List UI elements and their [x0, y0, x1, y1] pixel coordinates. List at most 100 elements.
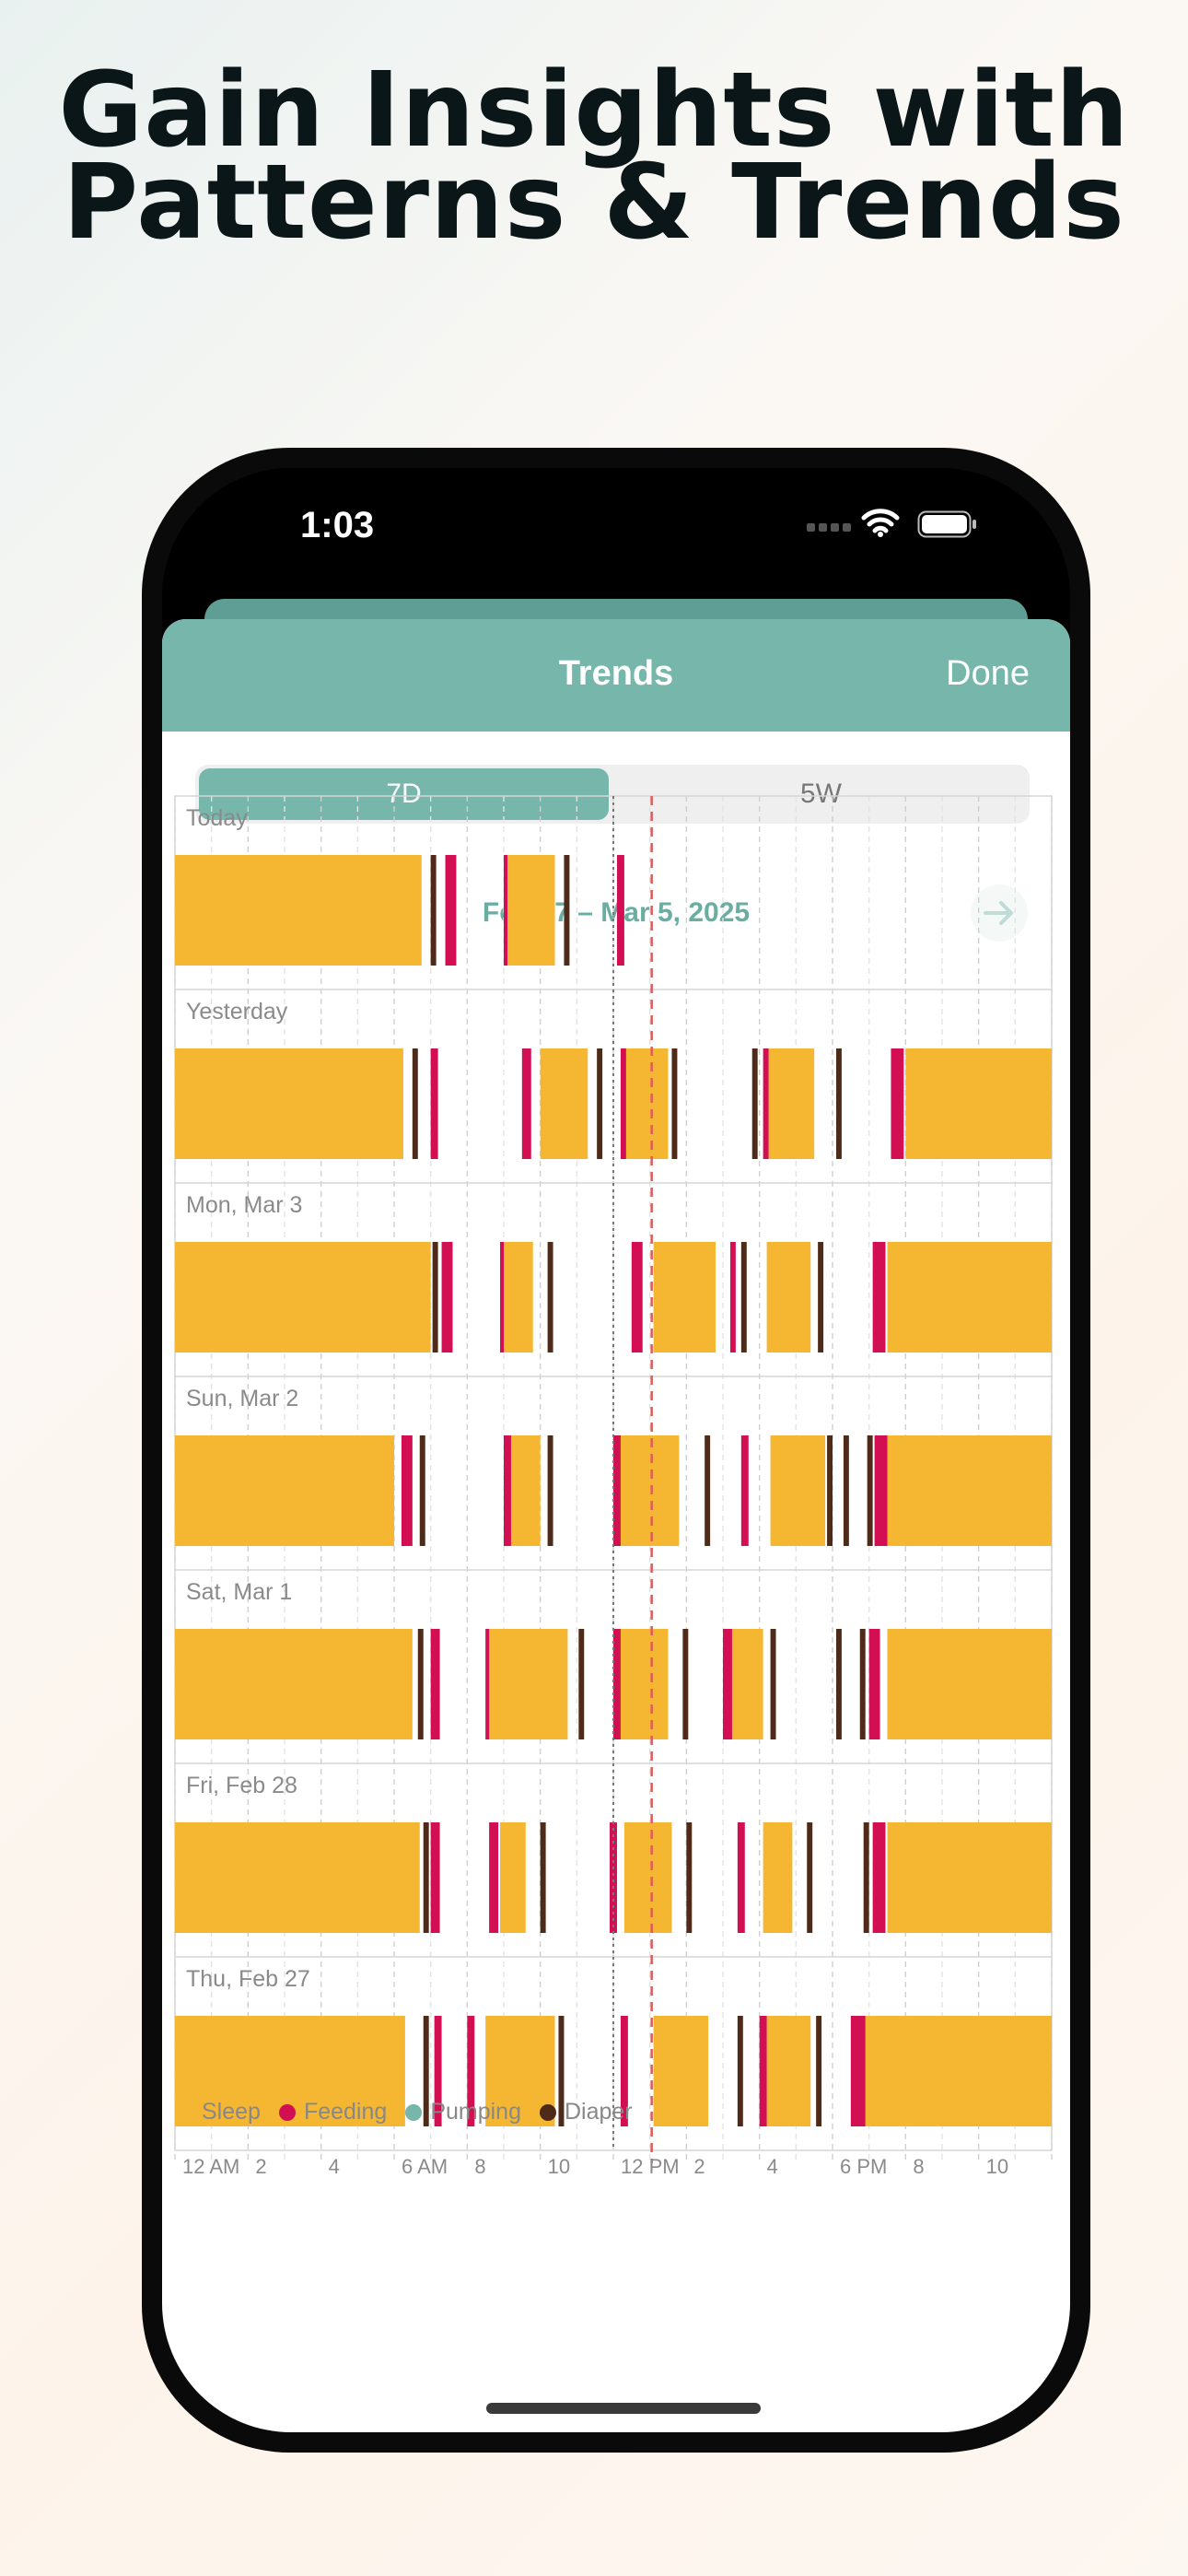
diaper-bar: [807, 1822, 813, 1933]
sleep-bar: [620, 1629, 669, 1739]
day-label: Fri, Feb 28: [186, 1773, 297, 1798]
x-tick-label: 12 PM: [621, 2155, 680, 2178]
feeding-bar: [874, 1435, 888, 1546]
x-tick-label: 10: [986, 2155, 1008, 2178]
sleep-bar: [504, 1242, 533, 1352]
day-label: Sat, Mar 1: [186, 1579, 292, 1605]
sleep-bar: [653, 2016, 709, 2126]
arrow-right-icon: [984, 901, 1013, 925]
diaper-bar: [671, 1048, 678, 1159]
feeding-bar: [445, 855, 457, 966]
sleep-bar: [887, 1435, 1052, 1546]
diaper-bar: [827, 1435, 833, 1546]
sleep-bar: [500, 1822, 526, 1933]
feeding-bar: [613, 1435, 621, 1546]
feeding-bar: [434, 2016, 442, 2126]
feeding-bar: [891, 1048, 904, 1159]
range-segmented-control: 7D 5W: [195, 765, 1030, 824]
feeding-bar: [616, 855, 624, 966]
day-label: Sun, Mar 2: [186, 1386, 298, 1411]
sleep-bar: [653, 1242, 716, 1352]
diaper-bar: [430, 855, 437, 966]
diaper-bar: [597, 1048, 603, 1159]
feeding-bar: [504, 855, 507, 966]
segment-5w[interactable]: 5W: [800, 779, 842, 809]
sleep-bar: [905, 1048, 1052, 1159]
x-tick-label: 10: [548, 2155, 570, 2178]
legend-item-diaper: Diaper: [539, 2099, 633, 2125]
sleep-bar: [770, 1435, 826, 1546]
sleep-bar: [540, 1048, 588, 1159]
done-button[interactable]: Done: [946, 654, 1030, 693]
phone-frame: 1:03 Trends Done 7D 5W: [142, 448, 1090, 2453]
diaper-bar: [737, 2016, 743, 2126]
status-bar: 1:03: [162, 468, 1070, 579]
legend-item-sleep: Sleep: [177, 2099, 261, 2125]
nav-title: Trends: [558, 654, 674, 693]
feeding-bar: [620, 1048, 626, 1159]
status-time: 1:03: [300, 505, 375, 545]
feeding-bar: [401, 1435, 413, 1546]
legend-item-feeding: Feeding: [278, 2099, 387, 2125]
sleep-bar: [620, 1435, 680, 1546]
sleep-bar: [625, 1048, 669, 1159]
feeding-legend-dot: [278, 2103, 296, 2121]
wifi-icon: [861, 509, 900, 537]
feeding-bar: [872, 1822, 886, 1933]
day-label: Today: [186, 805, 248, 831]
diaper-bar: [412, 1048, 418, 1159]
diaper-bar: [578, 1629, 585, 1739]
feeding-bar: [489, 1822, 499, 1933]
diaper-bar: [558, 2016, 565, 2126]
trends-sheet: Trends Done 7D 5W Feb 27 – Mar 5, 2025 T…: [162, 619, 1070, 2432]
sleep-bar: [507, 1435, 541, 1546]
feeding-bar: [850, 2016, 866, 2126]
segment-7d[interactable]: 7D: [199, 768, 609, 820]
sleep-bar: [489, 1629, 568, 1739]
feeding-bar: [504, 1435, 511, 1546]
diaper-bar: [686, 1822, 693, 1933]
timeline-chart: Today Yesterday Mon, Mar 3 Sun, Mar 2 Sat, M…: [174, 795, 1053, 2178]
sleep-bar: [175, 1242, 431, 1352]
diaper-bar: [740, 1242, 747, 1352]
chart-legend: Sleep Feeding Pumping Diaper: [177, 2099, 633, 2125]
sleep-bar: [768, 1048, 815, 1159]
sleep-bar: [763, 1822, 793, 1933]
diaper-bar: [547, 1435, 553, 1546]
diaper-bar: [417, 1629, 424, 1739]
feeding-bar: [485, 1629, 490, 1739]
day-label: Yesterday: [186, 999, 288, 1025]
diaper-bar: [863, 1822, 869, 1933]
legend-label-pumping: Pumping: [430, 2099, 521, 2125]
feeding-bar: [521, 1048, 531, 1159]
sleep-bar: [175, 1629, 413, 1739]
pumping-legend-dot: [405, 2103, 423, 2121]
legend-label-sleep: Sleep: [202, 2099, 261, 2125]
feeding-bar: [620, 2016, 628, 2126]
x-tick-label: 2: [693, 2155, 705, 2178]
diaper-bar: [835, 1629, 842, 1739]
sleep-bar: [887, 1242, 1052, 1352]
diaper-legend-dot: [539, 2103, 556, 2121]
x-tick-label: 4: [329, 2155, 340, 2178]
diaper-bar: [770, 1629, 776, 1739]
sleep-bar: [507, 855, 555, 966]
legend-label-diaper: Diaper: [564, 2099, 633, 2125]
nav-bar: Trends Done: [162, 619, 1070, 732]
sleep-legend-dot: [177, 2103, 193, 2121]
sleep-bar: [865, 2016, 1052, 2126]
sleep-bar: [887, 1822, 1052, 1933]
next-week-button[interactable]: [971, 884, 1028, 942]
x-tick-label: 4: [767, 2155, 778, 2178]
feeding-bar: [729, 1242, 736, 1352]
diaper-bar: [682, 1629, 689, 1739]
feeding-bar: [759, 2016, 767, 2126]
headline: Gain Insights with Patterns & Trends: [0, 59, 1188, 254]
phone-screen: 1:03 Trends Done 7D 5W: [162, 468, 1070, 2432]
x-tick-label: 2: [255, 2155, 266, 2178]
x-tick-label: 8: [474, 2155, 485, 2178]
cellular-signal-icon: [807, 523, 851, 532]
feeding-bar: [610, 1822, 617, 1933]
diaper-bar: [816, 2016, 822, 2126]
diaper-bar: [423, 2016, 429, 2126]
